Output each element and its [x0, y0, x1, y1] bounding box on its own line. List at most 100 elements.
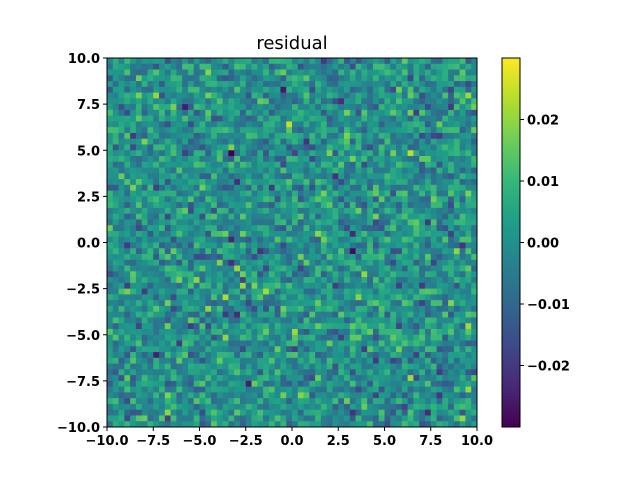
heatmap-cell — [338, 196, 345, 203]
heatmap-cell — [453, 282, 461, 290]
heatmap-cell — [436, 415, 443, 422]
heatmap-cell — [338, 392, 345, 399]
heatmap-cell — [216, 317, 224, 324]
heatmap-cell — [211, 288, 218, 295]
heatmap-cell — [135, 415, 143, 422]
heatmap-cell — [320, 86, 328, 93]
heatmap-cell — [234, 248, 241, 255]
heatmap-cell — [315, 409, 322, 416]
colorbar-segment — [502, 304, 520, 308]
heatmap-cell — [349, 69, 356, 76]
heatmap-cell — [112, 75, 119, 82]
heatmap-cell — [222, 357, 229, 364]
heatmap-cell — [280, 167, 287, 174]
heatmap-cell — [130, 340, 137, 347]
heatmap-cell — [430, 81, 437, 88]
heatmap-cell — [471, 409, 478, 416]
heatmap-cell — [396, 213, 403, 220]
heatmap-cell — [315, 81, 322, 88]
heatmap-cell — [170, 138, 177, 145]
heatmap-cell — [326, 219, 333, 226]
heatmap-cell — [367, 213, 374, 220]
heatmap-cell — [338, 415, 345, 422]
heatmap-cell — [424, 86, 432, 93]
colorbar-segment — [502, 193, 520, 197]
heatmap-cell — [222, 352, 229, 359]
heatmap-cell — [135, 288, 143, 295]
heatmap-cell — [326, 132, 333, 140]
heatmap-cell — [349, 265, 356, 272]
heatmap-cell — [448, 207, 455, 215]
heatmap-cell — [159, 259, 166, 266]
heatmap-cell — [372, 121, 380, 128]
heatmap-cell — [268, 415, 276, 422]
heatmap-cell — [135, 277, 143, 284]
heatmap-cell — [401, 121, 409, 128]
heatmap-cell — [193, 409, 200, 416]
heatmap-cell — [153, 352, 160, 359]
heatmap-cell — [130, 334, 137, 341]
heatmap-cell — [170, 300, 177, 307]
heatmap-cell — [141, 282, 148, 290]
heatmap-cell — [292, 363, 299, 370]
heatmap-cell — [292, 294, 299, 301]
heatmap-cell — [268, 104, 276, 111]
heatmap-cell — [344, 92, 351, 99]
heatmap-cell — [239, 156, 247, 163]
heatmap-cell — [257, 288, 264, 295]
heatmap-cell — [471, 150, 478, 157]
colorbar-segment — [502, 353, 520, 357]
heatmap-cell — [141, 219, 148, 226]
heatmap-cell — [326, 213, 333, 220]
heatmap-cell — [390, 156, 397, 163]
heatmap-cell — [211, 398, 218, 405]
heatmap-cell — [234, 104, 241, 111]
heatmap-cell — [378, 323, 385, 330]
heatmap-cell — [268, 392, 276, 399]
heatmap-cell — [234, 265, 241, 272]
heatmap-cell — [286, 305, 293, 313]
heatmap-cell — [159, 230, 166, 238]
heatmap-cell — [280, 242, 287, 249]
heatmap-cell — [315, 305, 322, 313]
heatmap-cell — [390, 121, 397, 128]
heatmap-cell — [141, 398, 148, 405]
heatmap-cell — [442, 127, 449, 134]
heatmap-cell — [182, 179, 189, 186]
heatmap-cell — [448, 58, 455, 65]
heatmap-cell — [320, 121, 328, 128]
heatmap-cell — [413, 386, 420, 393]
heatmap-cell — [453, 104, 461, 111]
heatmap-cell — [372, 230, 380, 238]
heatmap-cell — [297, 230, 304, 238]
heatmap-cell — [124, 334, 131, 341]
heatmap-cell — [338, 334, 345, 341]
heatmap-cell — [245, 254, 252, 261]
heatmap-cell — [338, 202, 345, 209]
heatmap-cell — [124, 259, 131, 266]
heatmap-cell — [130, 328, 137, 336]
heatmap-cell — [107, 334, 114, 341]
heatmap-cell — [361, 230, 368, 238]
colorbar-segment — [502, 73, 520, 77]
heatmap-cell — [205, 305, 212, 313]
y-tick-label: −10.0 — [57, 421, 100, 436]
heatmap-cell — [141, 265, 148, 272]
heatmap-cell — [141, 92, 148, 99]
heatmap-cell — [442, 392, 449, 399]
heatmap-cell — [419, 386, 426, 393]
heatmap-cell — [315, 259, 322, 266]
heatmap-cell — [228, 357, 235, 364]
heatmap-cell — [453, 144, 461, 151]
heatmap-cell — [367, 392, 374, 399]
heatmap-cell — [228, 179, 235, 186]
heatmap-cell — [332, 138, 339, 145]
heatmap-cell — [141, 254, 148, 261]
heatmap-cell — [413, 282, 420, 290]
heatmap-cell — [349, 248, 356, 255]
heatmap-cell — [361, 104, 368, 111]
heatmap-cell — [367, 127, 374, 134]
heatmap-cell — [471, 311, 478, 318]
heatmap-cell — [442, 328, 449, 336]
heatmap-cell — [239, 265, 247, 272]
